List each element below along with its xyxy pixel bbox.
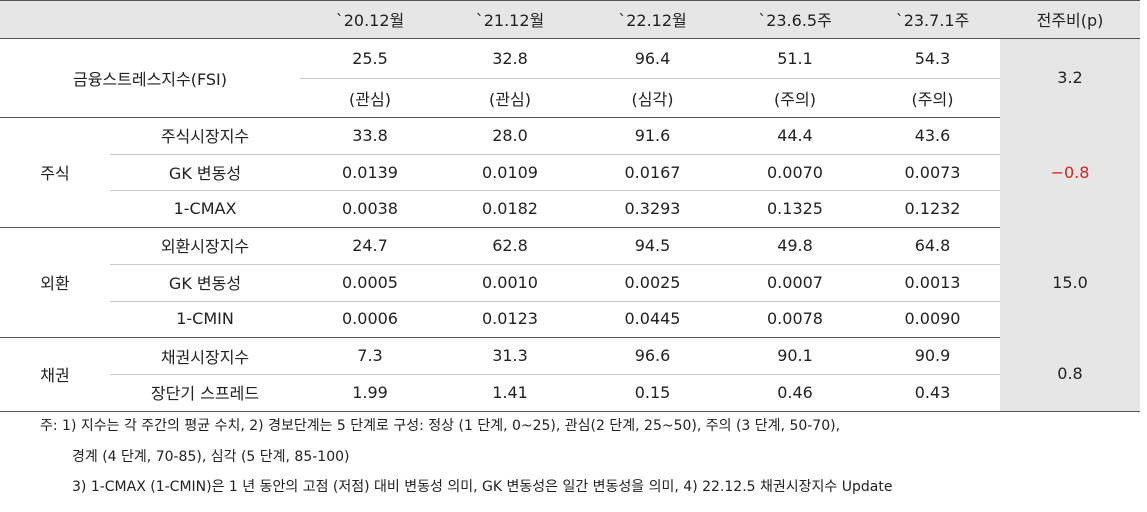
- value-cell: 96.4: [634, 48, 671, 68]
- rule: [0, 117, 1140, 118]
- value-cell: 90.1: [777, 346, 813, 366]
- column-header: `21.12월: [475, 11, 545, 30]
- value-cell: 0.0090: [904, 309, 961, 329]
- value-cell: 1.99: [352, 382, 388, 402]
- column-header: `23.7.1주: [895, 11, 970, 30]
- value-cell: 62.8: [492, 235, 528, 255]
- value-cell: 33.8: [352, 125, 388, 145]
- value-cell: 0.0109: [482, 162, 538, 182]
- footnote: 주: 1) 지수는 각 주간의 평균 수치, 2) 경보단계는 5 단계로 구성…: [40, 418, 841, 434]
- value-cell: 7.3: [357, 346, 383, 366]
- value-cell: 0.0010: [482, 272, 538, 292]
- footnote: 경계 (4 단계, 70-85), 심각 (5 단계, 85-100): [72, 449, 350, 465]
- value-cell: 94.5: [634, 235, 671, 255]
- value-cell: 96.6: [634, 346, 671, 366]
- value-cell: 90.9: [914, 346, 951, 366]
- level-cell: (주의): [774, 89, 816, 109]
- header-bg: [0, 0, 1140, 38]
- value-cell: 0.0167: [624, 162, 681, 182]
- value-cell: 0.0182: [482, 199, 538, 219]
- value-cell: 0.0025: [624, 272, 681, 292]
- change-cell: 15.0: [1000, 227, 1140, 338]
- change-cell: 3.2: [1000, 38, 1140, 117]
- row-label: 주식시장지수: [160, 127, 250, 147]
- row-label: 외환시장지수: [160, 237, 250, 257]
- value-cell: 0.46: [777, 382, 813, 402]
- level-cell: (심각): [631, 89, 674, 109]
- level-cell: (주의): [911, 89, 954, 109]
- row-label: 1-CMAX: [173, 199, 237, 219]
- value-cell: 0.0078: [767, 309, 823, 329]
- rule: [0, 410, 1140, 412]
- value-cell: 31.3: [492, 346, 528, 366]
- value-cell: 0.0006: [342, 309, 398, 329]
- row-label: 금융스트레스지수(FSI): [72, 69, 228, 89]
- rule: [110, 300, 1000, 302]
- row-label: GK 변동성: [168, 164, 242, 184]
- value-cell: 51.1: [777, 48, 813, 68]
- rule: [110, 190, 1000, 192]
- value-cell: 0.0038: [342, 199, 398, 219]
- value-cell: 0.1325: [767, 199, 823, 219]
- value-cell: 0.15: [634, 382, 671, 402]
- value-cell: 44.4: [777, 125, 813, 145]
- rule: [110, 373, 1000, 375]
- rule: [0, 38, 1140, 39]
- row-label: 채권시장지수: [160, 347, 250, 367]
- value-cell: 64.8: [914, 235, 951, 255]
- value-cell: 0.1232: [904, 199, 961, 219]
- change-cell: −0.8: [1000, 117, 1140, 228]
- group-label: 주식: [40, 164, 70, 184]
- column-header: `20.12월: [335, 11, 405, 30]
- value-cell: 0.3293: [624, 199, 681, 219]
- footnote: 3) 1-CMAX (1-CMIN)은 1 년 동안의 고점 (저점) 대비 변…: [72, 479, 893, 495]
- rule: [110, 263, 1000, 265]
- rule: [0, 0, 1140, 1]
- value-cell: 0.43: [914, 382, 951, 402]
- value-cell: 0.0139: [342, 162, 398, 182]
- rule: [0, 337, 1140, 339]
- rule: [300, 78, 1000, 79]
- level-cell: (관심): [489, 89, 531, 109]
- row-label: GK 변동성: [168, 274, 242, 294]
- value-cell: 0.0073: [904, 162, 961, 182]
- row-label: 장단기 스프레드: [150, 384, 260, 404]
- rule: [110, 153, 1000, 155]
- group-label: 채권: [40, 365, 70, 385]
- value-cell: 91.6: [634, 125, 671, 145]
- value-cell: 32.8: [492, 48, 528, 68]
- level-cell: (관심): [349, 89, 391, 109]
- change-cell: 0.8: [1000, 337, 1140, 411]
- value-cell: 0.0013: [904, 272, 961, 292]
- value-cell: 0.0123: [482, 309, 538, 329]
- value-cell: 24.7: [352, 235, 388, 255]
- value-cell: 28.0: [492, 125, 528, 145]
- rule: [0, 227, 1140, 229]
- value-cell: 0.0007: [767, 272, 823, 292]
- column-header: `22.12월: [618, 11, 687, 30]
- value-cell: 0.0005: [342, 272, 398, 292]
- value-cell: 25.5: [352, 48, 388, 68]
- value-cell: 0.0445: [624, 309, 681, 329]
- column-header: 전주비(p): [1036, 11, 1104, 30]
- column-header: `23.6.5주: [758, 11, 832, 30]
- value-cell: 1.41: [492, 382, 528, 402]
- group-label: 외환: [40, 274, 70, 294]
- value-cell: 0.0070: [767, 162, 823, 182]
- value-cell: 49.8: [777, 235, 813, 255]
- value-cell: 43.6: [914, 125, 951, 145]
- value-cell: 54.3: [914, 48, 951, 68]
- row-label: 1-CMIN: [176, 309, 234, 329]
